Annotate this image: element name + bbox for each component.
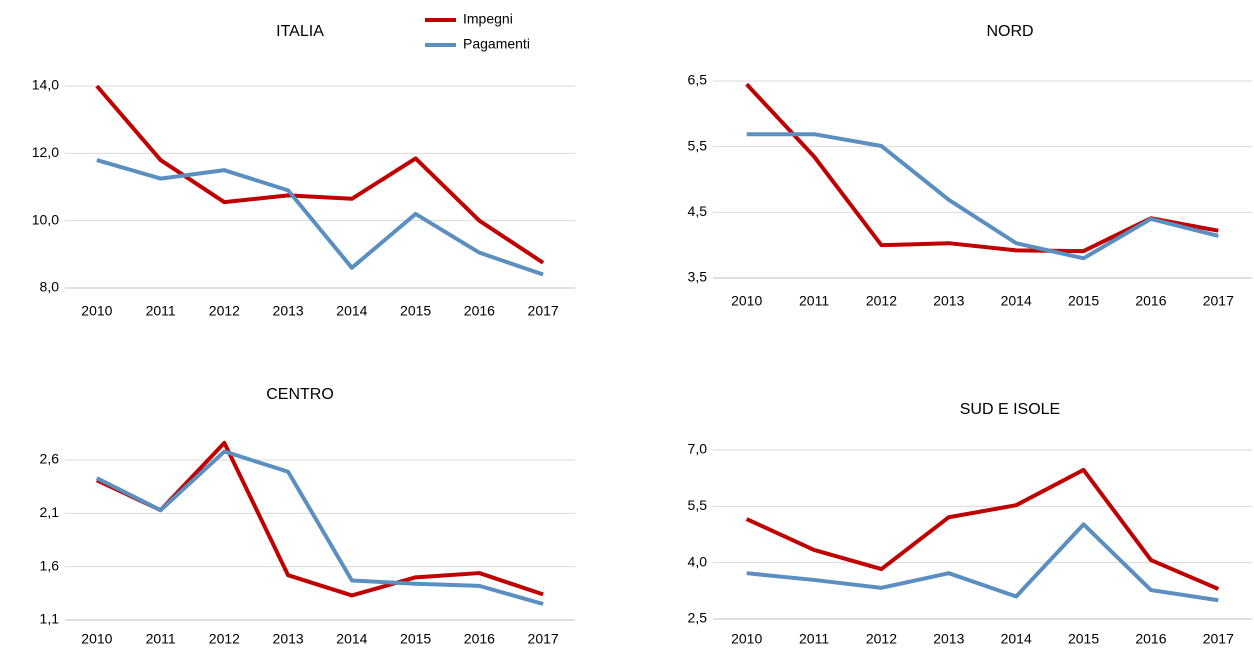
y-tick-label: 6,5 xyxy=(688,72,708,88)
series-line xyxy=(746,132,1219,261)
chart-title: SUD E ISOLE xyxy=(960,401,1060,418)
x-tick-label: 2010 xyxy=(731,293,762,309)
x-tick-label: 2016 xyxy=(464,303,495,319)
y-tick-label: 1,1 xyxy=(40,611,60,627)
series-line xyxy=(95,449,544,606)
x-tick-label: 2016 xyxy=(1135,293,1166,309)
x-tick-label: 2017 xyxy=(1203,631,1234,647)
x-tick-label: 2012 xyxy=(866,631,897,647)
x-tick-label: 2012 xyxy=(209,303,240,319)
y-tick-label: 14,0 xyxy=(32,77,59,93)
x-tick-label: 2015 xyxy=(1068,631,1099,647)
x-tick-label: 2014 xyxy=(1001,293,1032,309)
y-tick-label: 5,5 xyxy=(688,497,708,513)
series-line xyxy=(96,440,544,598)
x-tick-label: 2014 xyxy=(336,303,367,319)
x-tick-label: 2010 xyxy=(81,631,112,647)
x-tick-label: 2014 xyxy=(336,631,367,647)
x-tick-label: 2010 xyxy=(731,631,762,647)
series-line xyxy=(96,158,544,277)
x-tick-label: 2016 xyxy=(1135,631,1166,647)
y-tick-label: 1,6 xyxy=(40,557,60,573)
y-tick-label: 2,1 xyxy=(40,504,60,520)
x-tick-label: 2013 xyxy=(933,293,964,309)
series-line xyxy=(745,82,1219,254)
legend-label: Impegni xyxy=(463,11,513,27)
y-tick-label: 2,6 xyxy=(40,451,60,467)
x-tick-label: 2012 xyxy=(209,631,240,647)
series-line xyxy=(746,522,1219,603)
series-line xyxy=(745,467,1220,591)
chart-title: NORD xyxy=(986,23,1033,40)
y-tick-label: 8,0 xyxy=(40,279,60,295)
x-tick-label: 2011 xyxy=(799,293,829,309)
x-tick-label: 2013 xyxy=(273,303,304,319)
y-tick-label: 12,0 xyxy=(32,144,59,160)
x-tick-label: 2017 xyxy=(528,631,559,647)
y-tick-label: 3,5 xyxy=(688,269,708,285)
x-tick-label: 2012 xyxy=(866,293,897,309)
y-tick-label: 4,0 xyxy=(688,553,708,569)
x-tick-label: 2010 xyxy=(81,303,112,319)
x-tick-label: 2013 xyxy=(933,631,964,647)
chart-title: ITALIA xyxy=(276,23,324,40)
x-tick-label: 2015 xyxy=(400,631,431,647)
y-tick-label: 10,0 xyxy=(32,211,59,227)
legend-label: Pagamenti xyxy=(463,36,530,52)
chart-title: CENTRO xyxy=(266,386,334,403)
x-tick-label: 2011 xyxy=(146,631,176,647)
x-tick-label: 2015 xyxy=(400,303,431,319)
x-tick-label: 2017 xyxy=(1203,293,1234,309)
x-tick-label: 2014 xyxy=(1001,631,1032,647)
x-tick-label: 2015 xyxy=(1068,293,1099,309)
y-tick-label: 7,0 xyxy=(688,441,708,457)
y-tick-label: 5,5 xyxy=(688,137,708,153)
series-line xyxy=(95,84,545,265)
x-tick-label: 2013 xyxy=(273,631,304,647)
x-tick-label: 2011 xyxy=(799,631,829,647)
x-tick-label: 2016 xyxy=(464,631,495,647)
y-tick-label: 2,5 xyxy=(688,610,708,626)
x-tick-label: 2017 xyxy=(528,303,559,319)
y-tick-label: 4,5 xyxy=(688,203,708,219)
x-tick-label: 2011 xyxy=(146,303,176,319)
